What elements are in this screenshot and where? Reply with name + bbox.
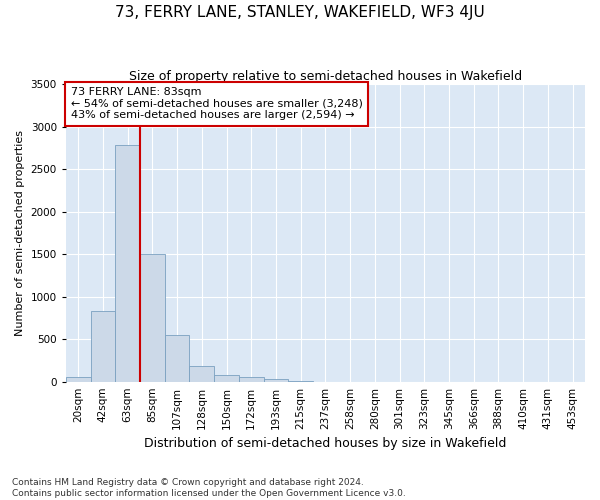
Bar bbox=[190, 366, 214, 382]
X-axis label: Distribution of semi-detached houses by size in Wakefield: Distribution of semi-detached houses by … bbox=[144, 437, 506, 450]
Bar bbox=[239, 378, 263, 382]
Y-axis label: Number of semi-detached properties: Number of semi-detached properties bbox=[15, 130, 25, 336]
Bar bbox=[214, 376, 239, 382]
Bar bbox=[140, 254, 165, 382]
Bar bbox=[66, 377, 91, 382]
Bar bbox=[165, 335, 190, 382]
Text: 73 FERRY LANE: 83sqm
← 54% of semi-detached houses are smaller (3,248)
43% of se: 73 FERRY LANE: 83sqm ← 54% of semi-detac… bbox=[71, 87, 363, 120]
Bar bbox=[263, 378, 289, 382]
Text: 73, FERRY LANE, STANLEY, WAKEFIELD, WF3 4JU: 73, FERRY LANE, STANLEY, WAKEFIELD, WF3 … bbox=[115, 5, 485, 20]
Bar bbox=[115, 146, 140, 382]
Title: Size of property relative to semi-detached houses in Wakefield: Size of property relative to semi-detach… bbox=[129, 70, 522, 83]
Text: Contains HM Land Registry data © Crown copyright and database right 2024.
Contai: Contains HM Land Registry data © Crown c… bbox=[12, 478, 406, 498]
Bar bbox=[91, 311, 115, 382]
